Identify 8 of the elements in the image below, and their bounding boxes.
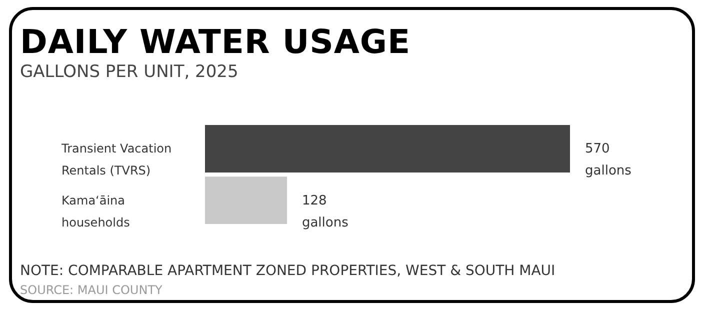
text: NOTE: COMPARABLE APARTMENT ZONED PROPERTIES, WEST & SOUTH MAUI <box>20 263 556 279</box>
chart-subtitle: GALLONS PER UNIT, 2025 <box>20 62 238 82</box>
chart-title: DAILY WATER USAGE <box>20 22 411 61</box>
data-label: 128 gallons <box>302 193 349 230</box>
y-tick-label: Kamaʻāina households <box>62 193 130 230</box>
data-label: 570 gallons <box>585 142 632 179</box>
source-note: SOURCE: MAUI COUNTY <box>20 283 162 297</box>
y-tick-label: Transient Vacation Rentals (TVRS) <box>60 142 172 178</box>
